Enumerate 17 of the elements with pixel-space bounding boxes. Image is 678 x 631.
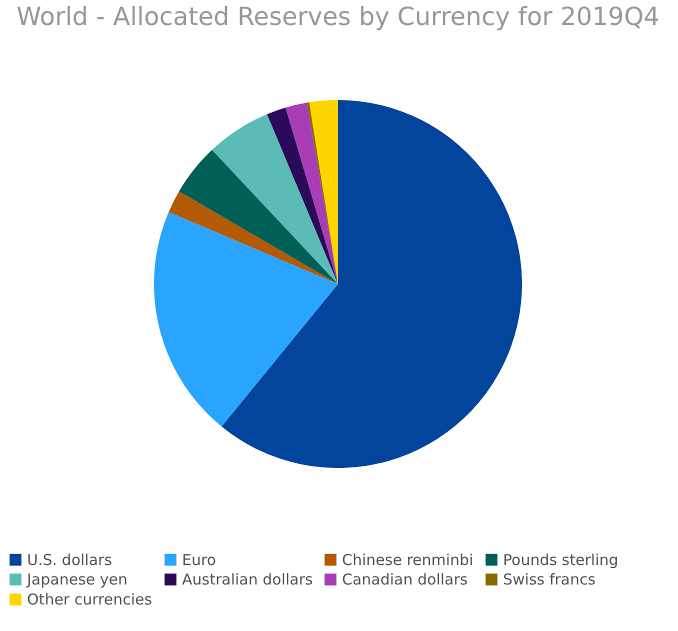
legend-label: Other currencies [27, 590, 152, 608]
pie-slice [286, 102, 338, 284]
legend-label: Pounds sterling [503, 550, 618, 569]
legend-label: Japanese yen [26, 570, 128, 588]
chart-title: World - Allocated Reserves by Currency for 2019Q4 [16, 2, 660, 31]
pie-slice [179, 150, 338, 284]
pie-slice [212, 114, 338, 284]
legend-label: U.S. dollars [27, 550, 112, 569]
pie-slice [154, 212, 338, 427]
legend-label: Euro [182, 550, 216, 569]
pie-slice [168, 191, 338, 284]
pie-slice [222, 100, 522, 468]
legend-label: Australian dollars [182, 570, 314, 588]
legend-label: Swiss francs [503, 570, 596, 588]
legend-label: Chinese renminbi [342, 550, 474, 569]
pie-slice [267, 108, 338, 284]
legend-label: Canadian dollars [342, 570, 468, 588]
